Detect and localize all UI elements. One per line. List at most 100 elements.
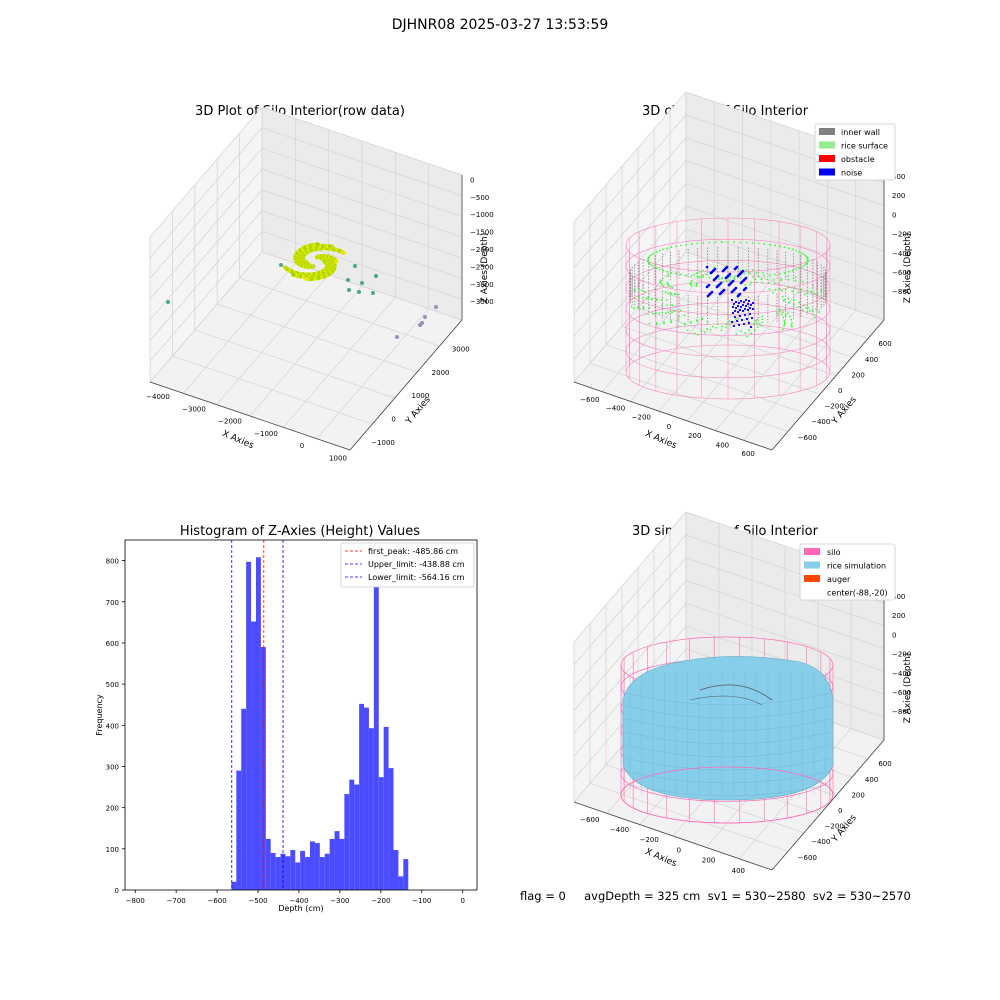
rice-surface-point: [669, 285, 672, 288]
x-tick-label: 0: [677, 846, 681, 854]
histogram-bar: [295, 862, 301, 890]
grid-line: [686, 290, 800, 422]
rice-surface-point: [655, 250, 658, 253]
legend-label: rice surface: [841, 142, 888, 151]
y-tick-label: 300: [106, 763, 119, 771]
x-tick-label: 200: [702, 857, 715, 865]
noise-point: [713, 267, 717, 271]
histogram-bar: [378, 777, 384, 890]
mesh-line: [624, 744, 832, 758]
rice-surface-point: [658, 268, 661, 271]
rice-surface-point: [662, 248, 665, 251]
noise-point: [745, 317, 749, 321]
rice-surface-point: [696, 242, 699, 245]
rice-surface-point: [666, 270, 669, 273]
pane-floor: [574, 252, 884, 450]
rice-surface-point: [666, 247, 669, 250]
rice-surface-point: [768, 288, 771, 290]
noise-point: [742, 300, 746, 304]
rice-surface-point: [792, 303, 795, 306]
rice-surface-point: [632, 307, 635, 310]
rice-surface-point: [715, 326, 718, 329]
rice-surface-point: [763, 243, 766, 245]
histogram-bar: [319, 857, 325, 890]
rice-surface-point: [685, 243, 688, 246]
rice-surface-point: [677, 318, 679, 321]
histogram-bar: [398, 876, 404, 890]
grid-line: [149, 210, 463, 341]
noise-point: [734, 306, 738, 310]
plot4-axes-3d: −600−400−2000200400−600−400−200020040060…: [573, 511, 913, 875]
rice-surface-point: [806, 261, 808, 264]
x-axis-line: [573, 801, 773, 871]
legend-label: Upper_limit: -438.88 cm: [368, 560, 465, 569]
rice-surface-point: [745, 269, 748, 272]
rice-surface-point: [713, 266, 716, 268]
rice-surface-point: [798, 267, 801, 270]
rice-surface-point: [818, 311, 821, 314]
y-tick-label: −1000: [371, 439, 395, 447]
rice-surface-point: [802, 281, 804, 283]
rice-surface-point: [749, 283, 752, 286]
rice-surface-point: [801, 252, 803, 255]
rice-surface-point: [725, 280, 728, 282]
histogram-bar: [305, 857, 311, 890]
rice-surface-point: [675, 245, 677, 248]
rice-surface-point: [637, 295, 640, 298]
rice-surface-point: [791, 248, 794, 251]
grid-line: [621, 325, 821, 395]
rice-surface-point: [674, 293, 677, 296]
x-tick-label: 0: [667, 423, 671, 431]
rice-surface-point: [820, 289, 822, 292]
histogram-bar: [246, 561, 252, 890]
histogram-bar: [368, 728, 374, 890]
x-tick-label: −2000: [218, 418, 242, 426]
rice-surface-point: [630, 305, 633, 308]
z-tick-label: −1000: [470, 211, 494, 219]
legend-swatch: [819, 155, 835, 162]
grid-line: [149, 189, 463, 321]
grid-line: [149, 147, 463, 279]
z-tick-label: 0: [892, 211, 896, 219]
noise-point: [737, 323, 741, 327]
noise-point: [747, 321, 751, 325]
rice-surface-point: [667, 273, 670, 276]
rice-surface-point: [728, 279, 731, 282]
rice-surface-point: [743, 272, 746, 275]
rice-surface-point: [696, 275, 699, 278]
noise-point: [736, 304, 740, 308]
rice-surface-point: [787, 270, 790, 273]
noise-point: [741, 303, 745, 307]
plot4-legend: silo rice simulation auger center(-88,-20): [799, 543, 896, 601]
plot1-axes-3d: −4000 −3000 −2000 −1000 0 1000 −1000 0 1000 2000 3…: [146, 106, 494, 462]
histogram-bar: [324, 853, 330, 890]
auger-line: [689, 695, 763, 706]
z-tick-label: −200: [892, 651, 911, 659]
rice-surface-point: [643, 290, 646, 293]
grid-line: [149, 168, 463, 300]
rice-surface-point: [792, 299, 795, 302]
y-tick-label: 400: [865, 776, 878, 784]
rice-surface-point: [813, 292, 816, 295]
grid-line: [573, 602, 885, 734]
outlier-point: [166, 300, 170, 304]
rice-surface-point: [647, 257, 650, 260]
rice-surface-point: [781, 328, 784, 331]
grid-line: [194, 329, 395, 399]
histogram-legend: first_peak: -485.86 cm Upper_limit: -438.…: [340, 542, 475, 588]
y-tick-label: 0: [838, 807, 842, 815]
y-tick-label: −600: [798, 434, 817, 442]
rice-surface-point: [647, 259, 649, 261]
rice-surface-point: [803, 253, 805, 256]
x-tick-label: −1000: [254, 430, 278, 438]
rice-surface-point: [803, 293, 806, 296]
legend-label: rice simulation: [827, 562, 886, 571]
rice-surface-point: [696, 282, 698, 285]
rice-surface-point: [666, 283, 669, 285]
mesh-line: [624, 705, 832, 719]
rice-surface-point: [811, 309, 814, 312]
grid-line: [589, 363, 789, 432]
histogram-bar: [275, 857, 281, 890]
rice-surface-point: [751, 268, 754, 271]
mesh-line: [624, 692, 832, 706]
